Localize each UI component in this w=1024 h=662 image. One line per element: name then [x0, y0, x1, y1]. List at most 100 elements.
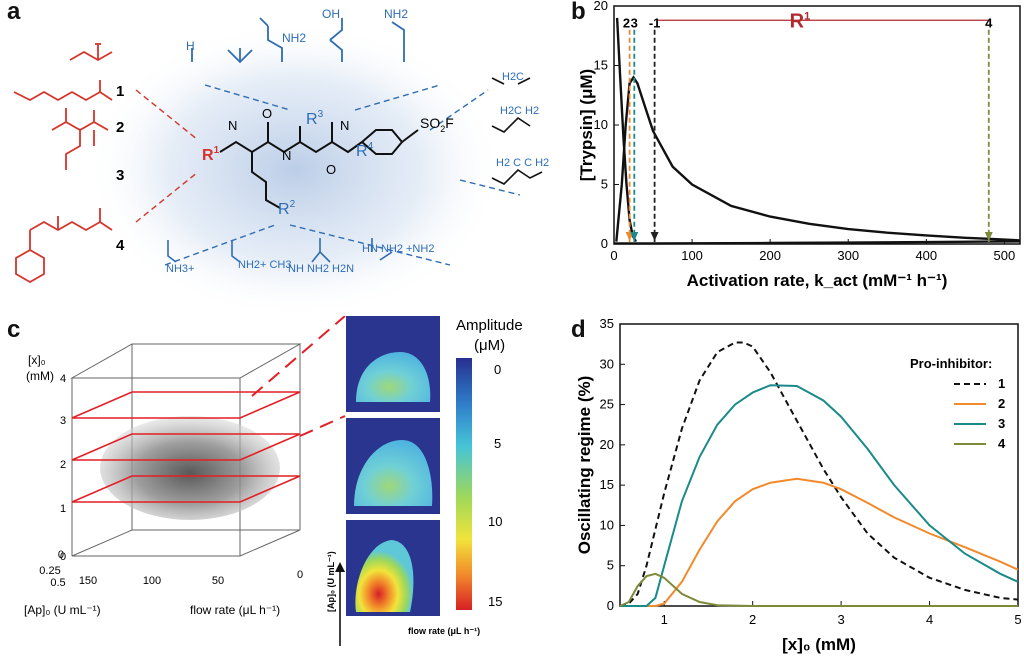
r4-group-2: H2C H2: [500, 105, 539, 117]
r1-number-2: 2: [116, 119, 124, 136]
slice-middle-region: [354, 440, 433, 506]
panel-b-series-line-0: [615, 75, 1021, 242]
r3-group-nh2-2: NH2: [384, 7, 408, 21]
c-x-tick-3: 0: [297, 569, 303, 581]
panel-b-ytick-label-2: 10: [594, 117, 608, 132]
c-z-tick-4: 4: [60, 373, 66, 385]
panel-b-ytick-label-0: 0: [601, 236, 608, 251]
panel-d-series-line-1: [619, 341, 1019, 607]
panel-b-marker-arrow-1: [650, 232, 659, 241]
panel-d-ytick-label-2: 10: [600, 517, 614, 532]
panel-d-legend-label-4: 4: [998, 436, 1006, 451]
core-nh-2: N: [282, 148, 291, 163]
panel-b-xtick-label-3: 300: [837, 248, 859, 263]
panel-d-ytick-label-0: 0: [607, 598, 614, 613]
panel-d-ytick-label-7: 35: [600, 316, 614, 331]
panel-label-d: d: [571, 316, 586, 343]
glow-background: [85, 20, 505, 320]
panel-b-xtick-label-0: 0: [610, 248, 617, 263]
panel-d-series-line-4: [619, 572, 1018, 607]
c-y-tick-2: 0.5: [50, 577, 65, 589]
panel-d-legend-label-3: 3: [998, 416, 1005, 431]
c-y-axis-title: [Ap]₀ (U mL⁻¹): [24, 603, 101, 617]
panel-d-legend-label-2: 2: [998, 396, 1005, 411]
panel-label-b: b: [571, 0, 586, 25]
c-x-tick-2: 50: [212, 575, 224, 587]
panel-b-r1-annotation: R1: [790, 10, 811, 32]
panel-b-plot-area: 0 100 200 300 400 500 0 5 10 15 20 2 3 -1 4: [594, 0, 1021, 263]
r2-group-4: HN NH2 +NH2: [362, 243, 434, 255]
panel-d-xtick-label-2: 3: [837, 612, 844, 627]
r1-substituent-structures: [13, 43, 113, 284]
panel-d-xtick-label-3: 4: [926, 612, 933, 627]
panel-d-xtick-label-1: 2: [749, 612, 756, 627]
panel-c-3d-phase-diagram: [x]₀ (mM) 0 1 2 3 4 0 0.25 0.5 150 100 5…: [24, 316, 523, 646]
r4-substituent-structures: [491, 77, 543, 185]
c-z-tick-3: 3: [60, 415, 66, 427]
slice-y-label: [Ap]₀ (U mL⁻¹): [326, 551, 336, 612]
c-y-tick-1: 0.25: [39, 565, 60, 577]
panel-b-marker-arrow-4: [984, 232, 993, 241]
r3-group-nh2-1: NH2: [282, 31, 306, 45]
panel-b-top-label-0: 2: [623, 15, 630, 30]
core-r1: R1: [202, 145, 220, 164]
core-nh-1: N: [228, 118, 237, 133]
panel-d-xtick-label-4: 5: [1014, 612, 1021, 627]
c-x-tick-0: 150: [79, 575, 97, 587]
colorbar-tick-1: 5: [494, 436, 501, 451]
core-r4: R4: [356, 141, 374, 160]
colorbar-title: Amplitude: [456, 317, 523, 334]
colorbar-unit: (μM): [474, 337, 505, 354]
colorbar-tick-0: 0: [494, 362, 501, 377]
panel-b-top-label-3: 4: [985, 15, 993, 30]
c-y-tick-0: 0: [58, 549, 64, 561]
core-so2f: SO2F: [420, 115, 454, 134]
panel-d-ytick-label-6: 30: [600, 356, 614, 371]
panel-b-frame: [613, 5, 1021, 245]
core-o-2: O: [326, 162, 336, 177]
panel-d-series-line-2: [620, 477, 1019, 607]
panel-b-top-label-1: 3: [631, 15, 638, 30]
panel-b-xtick-label-4: 400: [915, 248, 937, 263]
slice-planes: [71, 391, 301, 503]
3d-box-frame: [70, 343, 302, 557]
panel-a-chemical-structure: 1 2 3 4 H NH2 OH NH2 R1 N N O O N R3 R4 …: [13, 7, 549, 320]
r3-substituent-structures: [191, 17, 405, 64]
panel-b-xtick-label-1: 100: [681, 248, 703, 263]
panel-d-xlabel: [x]₀ (mM): [782, 635, 856, 654]
panel-b-ytick-label-1: 5: [601, 177, 608, 192]
panel-d-xtick-label-0: 1: [661, 612, 668, 627]
r1-number-4: 4: [116, 237, 125, 254]
core-r3: R3: [306, 109, 324, 128]
panel-b-ytick-label-3: 15: [594, 58, 608, 73]
panel-d-legend-title: Pro-inhibitor:: [910, 356, 992, 371]
panel-d-legend: 1 2 3 4: [954, 376, 1006, 451]
c-z-label: [x]₀: [28, 353, 46, 367]
panel-d-series-line-3: [620, 384, 1019, 607]
c-z-unit: (mM): [26, 369, 54, 383]
peptide-backbone: [219, 122, 419, 209]
slice-bottom-region: [355, 540, 414, 612]
r2-group-3: NH NH2 H2N: [288, 263, 354, 275]
panel-b-ytick-label-4: 20: [594, 0, 608, 13]
panel-b-marker-arrow-3: [630, 232, 639, 241]
r1-number-3: 3: [116, 167, 124, 184]
core-o-1: O: [262, 106, 272, 121]
panel-b-series-line-1: [614, 240, 1021, 245]
r4-group-3: H2 C C H2: [496, 157, 549, 169]
colorbar-tick-2: 10: [488, 514, 502, 529]
panel-label-a: a: [7, 0, 21, 25]
panel-d-ytick-label-4: 20: [600, 437, 614, 452]
c-z-tick-0: 0: [60, 551, 66, 563]
core-nh-3: N: [340, 118, 349, 133]
panel-b-line-chart: 0 100 200 300 400 500 0 5 10 15 20 2 3 -1 4 [Trypsin] …: [577, 0, 1021, 290]
panel-d-line-chart: 1 2 3 4 5 0 5 10 15 20 25 30 35 Oscillating regime (…: [575, 316, 1022, 654]
panel-d-ytick-label-5: 25: [600, 397, 614, 412]
slice-top-region: [356, 352, 431, 402]
c-x-axis-title: flow rate (μL h⁻¹): [190, 603, 280, 617]
r3-group-h: H: [186, 39, 195, 53]
slice-y-arrowhead: [335, 562, 345, 572]
panel-d-legend-label-1: 1: [998, 376, 1005, 391]
colorbar-tick-3: 15: [488, 594, 502, 609]
panel-b-xlabel: Activation rate, k_act (mM⁻¹ h⁻¹): [687, 271, 948, 290]
